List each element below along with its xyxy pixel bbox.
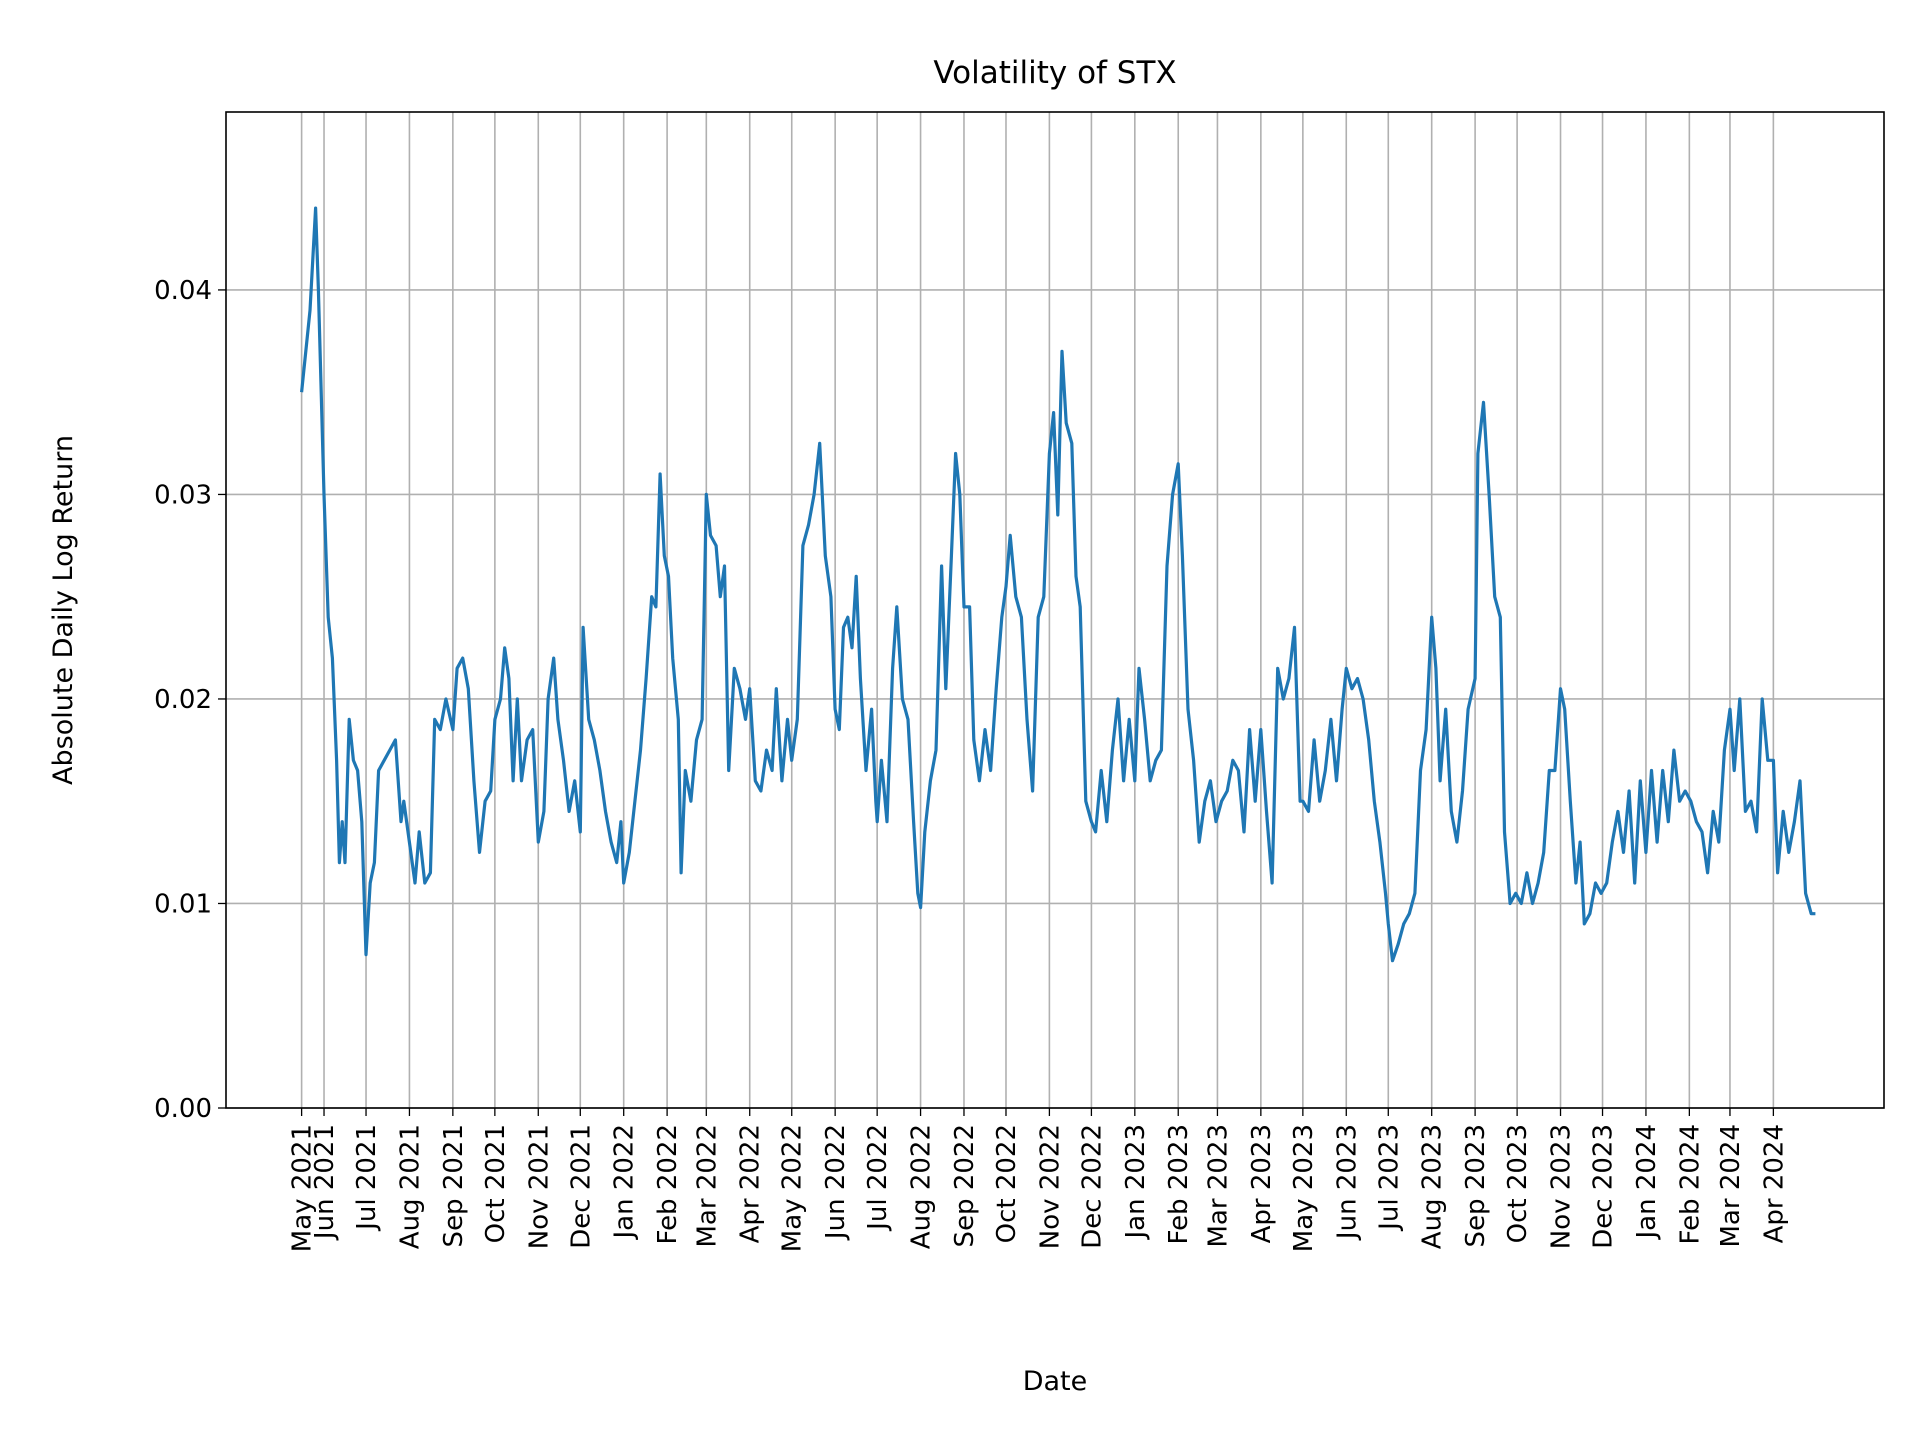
grid-lines bbox=[226, 112, 1884, 1109]
x-tick-label: Sep 2021 bbox=[439, 1124, 469, 1247]
x-tick-label: Apr 2022 bbox=[736, 1124, 766, 1243]
x-tick-label: Aug 2022 bbox=[907, 1124, 937, 1249]
x-tick-label: Jan 2024 bbox=[1632, 1124, 1662, 1241]
x-tick-label: Sep 2023 bbox=[1461, 1124, 1491, 1247]
x-tick-label: Mar 2023 bbox=[1203, 1124, 1233, 1248]
y-tick-label: 0.00 bbox=[154, 1094, 212, 1124]
x-tick-label: May 2023 bbox=[1289, 1124, 1319, 1252]
x-tick-label: Mar 2024 bbox=[1716, 1124, 1746, 1248]
y-axis-label: Absolute Daily Log Return bbox=[48, 435, 79, 785]
x-tick-label: Jul 2021 bbox=[352, 1124, 382, 1232]
x-tick-label: May 2021 bbox=[288, 1124, 318, 1252]
series-layer bbox=[300, 206, 1816, 963]
x-tick-label: Feb 2024 bbox=[1675, 1124, 1705, 1244]
x-tick-label: Jan 2023 bbox=[1121, 1124, 1151, 1241]
x-tick-label: Apr 2024 bbox=[1759, 1124, 1789, 1243]
y-tick-label: 0.01 bbox=[154, 889, 212, 919]
chart-title: Volatility of STX bbox=[933, 55, 1176, 91]
x-tick-label: Aug 2023 bbox=[1418, 1124, 1448, 1249]
y-tick-label: 0.02 bbox=[154, 685, 212, 715]
x-tick-label: Jun 2023 bbox=[1332, 1124, 1362, 1241]
x-tick-label: Apr 2023 bbox=[1247, 1124, 1277, 1243]
x-tick-label: Dec 2022 bbox=[1077, 1124, 1107, 1249]
x-tick-label: Feb 2022 bbox=[653, 1124, 683, 1244]
x-tick-label: Oct 2022 bbox=[992, 1124, 1022, 1243]
x-tick-label: Jul 2023 bbox=[1374, 1124, 1404, 1232]
x-tick-label: Nov 2023 bbox=[1547, 1124, 1577, 1249]
x-tick-label: Aug 2021 bbox=[395, 1124, 425, 1249]
x-tick-label: May 2022 bbox=[778, 1124, 808, 1252]
x-axis-label: Date bbox=[1023, 1366, 1088, 1397]
y-axis: 0.00 0.01 0.02 0.03 0.04 bbox=[154, 276, 226, 1124]
x-tick-label: Jun 2022 bbox=[821, 1124, 851, 1241]
x-tick-label: Sep 2022 bbox=[950, 1124, 980, 1247]
x-tick-label: Jan 2022 bbox=[610, 1124, 640, 1241]
x-tick-label: Feb 2023 bbox=[1164, 1124, 1194, 1244]
x-tick-label: Jun 2021 bbox=[310, 1124, 340, 1241]
x-tick-label: Oct 2023 bbox=[1503, 1124, 1533, 1243]
plot-frame bbox=[225, 111, 1885, 1109]
x-tick-label: Nov 2021 bbox=[524, 1124, 554, 1249]
x-tick-label: Nov 2022 bbox=[1035, 1124, 1065, 1249]
x-tick-label: Dec 2021 bbox=[566, 1124, 596, 1249]
x-tick-label: Jul 2022 bbox=[863, 1124, 893, 1232]
volatility-line bbox=[300, 206, 1816, 963]
x-tick-label: Dec 2023 bbox=[1589, 1124, 1619, 1249]
x-tick-label: Oct 2021 bbox=[481, 1124, 511, 1243]
x-tick-label: Mar 2022 bbox=[692, 1124, 722, 1248]
y-tick-label: 0.03 bbox=[154, 480, 212, 510]
y-tick-label: 0.04 bbox=[154, 276, 212, 306]
